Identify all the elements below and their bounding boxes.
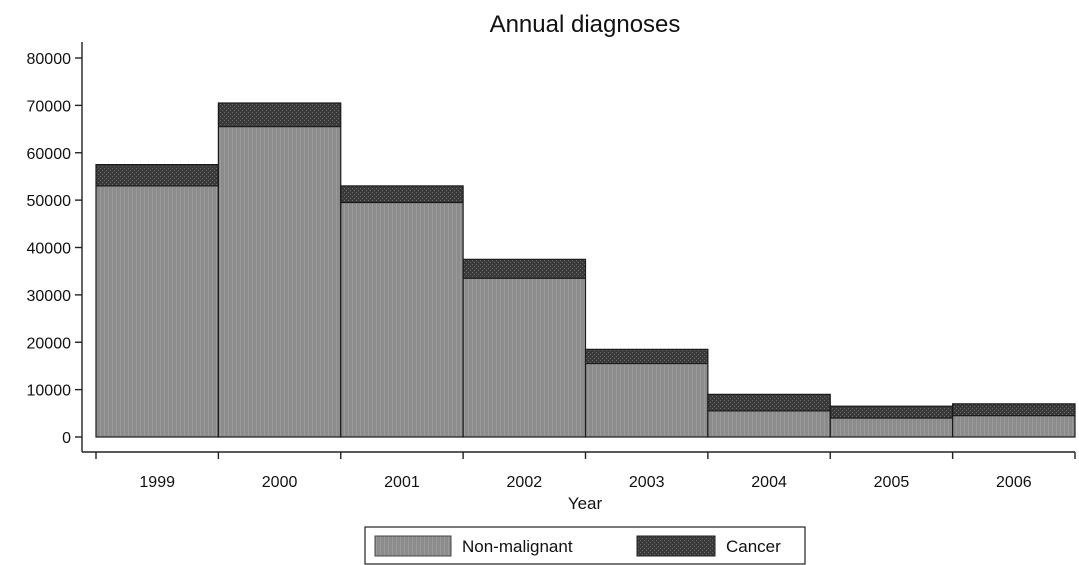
x-tick-label-1999: 1999 <box>139 474 175 491</box>
legend-swatch-cancer <box>636 535 716 557</box>
y-tick-label: 20000 <box>27 335 72 352</box>
x-tick-label-2006: 2006 <box>996 474 1032 491</box>
bar-outline-2003 <box>584 348 709 438</box>
x-tick-label-2004: 2004 <box>751 474 787 491</box>
bar-non-malignant-2000 <box>218 126 341 437</box>
y-axis: 0 10000 20000 30000 40000 50000 60000 70000 8000… <box>27 42 83 452</box>
bar-cancer-2004 <box>707 394 831 411</box>
legend: Non-malignant Cancer <box>364 526 806 565</box>
y-tick-label: 0 <box>62 430 71 447</box>
y-tick-label: 30000 <box>27 288 72 305</box>
bars <box>95 102 1076 438</box>
legend-label-non-malignant: Non-malignant <box>462 537 573 556</box>
bar-cancer-1999 <box>96 164 219 186</box>
bar-outline-2002 <box>462 258 587 438</box>
y-tick-label: 60000 <box>27 146 72 163</box>
bar-cancer-2000 <box>218 103 341 127</box>
bar-non-malignant-2001 <box>340 202 464 437</box>
legend-label-cancer: Cancer <box>726 537 781 556</box>
bar-non-malignant-2002 <box>463 278 586 437</box>
x-axis-title: Year <box>568 494 603 513</box>
x-tick-label-2002: 2002 <box>507 474 543 491</box>
y-tick-label: 40000 <box>27 241 72 258</box>
legend-swatch-non-malignant <box>374 535 452 557</box>
bar-cancer-2006 <box>952 403 1075 416</box>
bar-cancer-2002 <box>463 259 586 279</box>
x-axis: 1999 2000 2001 2002 2003 2004 2005 2006 <box>82 451 1076 491</box>
bar-cancer-2005 <box>830 406 953 419</box>
x-tick-label-2000: 2000 <box>262 474 298 491</box>
x-tick-label-2003: 2003 <box>629 474 665 491</box>
bar-non-malignant-2006 <box>952 415 1075 437</box>
y-tick-label: 80000 <box>27 51 72 68</box>
y-tick-label: 50000 <box>27 193 72 210</box>
bar-non-malignant-1999 <box>96 185 219 437</box>
y-tick-label: 10000 <box>27 383 72 400</box>
bar-cancer-2003 <box>585 349 708 364</box>
bar-cancer-2001 <box>340 185 464 203</box>
bar-non-malignant-2004 <box>707 410 831 437</box>
x-tick-label-2005: 2005 <box>874 474 910 491</box>
bar-non-malignant-2003 <box>585 363 708 437</box>
bar-non-malignant-2005 <box>830 418 953 437</box>
x-tick-label-2001: 2001 <box>384 474 420 491</box>
chart-title: Annual diagnoses <box>490 11 681 38</box>
y-tick-label: 70000 <box>27 98 72 115</box>
bar-outline-2006 <box>952 403 1076 438</box>
